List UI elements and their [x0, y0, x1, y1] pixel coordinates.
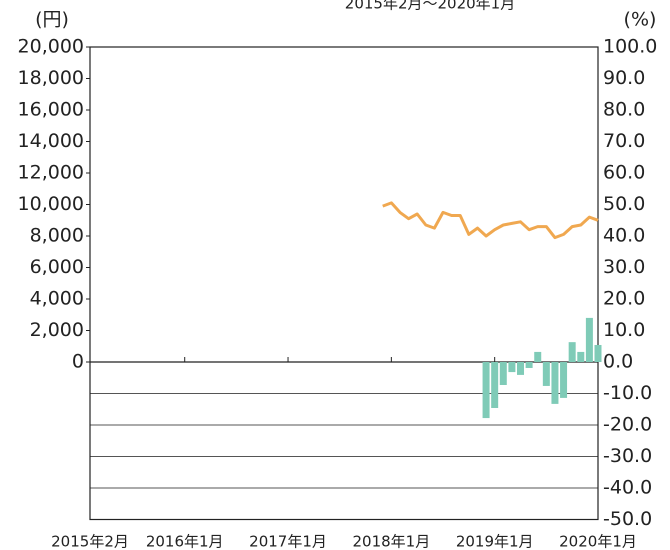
bar [525, 362, 533, 368]
y2-tick-label: 0.0 [603, 351, 633, 373]
y2-tick-label: 50.0 [603, 193, 645, 215]
y2-tick-label: -20.0 [603, 414, 652, 436]
x-tick-label: 2017年1月 [249, 533, 327, 550]
bar [491, 362, 499, 408]
y2-tick-label: 70.0 [603, 130, 645, 152]
y-tick-label: 4,000 [30, 288, 84, 310]
bar [542, 362, 550, 386]
y2-tick-label: 60.0 [603, 162, 645, 184]
bar [594, 344, 602, 362]
y-tick-label: 12,000 [18, 162, 84, 184]
y-tick-label: 8,000 [30, 225, 84, 247]
y-tick-label: 0 [72, 351, 84, 373]
y2-tick-label: -50.0 [603, 508, 652, 530]
bar [568, 342, 576, 362]
x-tick-label: 2018年1月 [352, 533, 430, 550]
subtitle: 2015年2月～2020年1月 [345, 0, 515, 13]
y-tick-label: 2,000 [30, 319, 84, 341]
y2-tick-label: 100.0 [603, 36, 657, 58]
bar [585, 317, 593, 362]
bar [551, 362, 559, 404]
y2-tick-label: 90.0 [603, 67, 645, 89]
plot-frame [89, 46, 599, 521]
y2-tick-label: -30.0 [603, 445, 652, 467]
line [382, 201, 599, 240]
y2-tick-label: -10.0 [603, 382, 652, 404]
y2-tick-label: 30.0 [603, 256, 645, 278]
y2-unit: (%) [624, 9, 657, 31]
x-tick-label: 2020年1月 [559, 533, 637, 550]
y-tick-label: 6,000 [30, 256, 84, 278]
x-tick-label: 2016年1月 [146, 533, 224, 550]
y-tick-label: 14,000 [18, 130, 84, 152]
x-tick-label: 2019年1月 [456, 533, 534, 550]
y2-tick-label: 10.0 [603, 319, 645, 341]
y2-tick-label: 20.0 [603, 288, 645, 310]
bar [508, 362, 516, 373]
bar [534, 351, 542, 362]
y-tick-label: 20,000 [18, 36, 84, 58]
bar [482, 362, 490, 419]
y-unit: (円) [35, 9, 69, 31]
x-tick-label: 2015年2月 [51, 533, 129, 550]
y2-tick-label: -40.0 [603, 477, 652, 499]
y-tick-label: 16,000 [18, 99, 84, 121]
y-tick-label: 10,000 [18, 193, 84, 215]
bar [560, 362, 568, 398]
bar [517, 362, 525, 375]
y2-tick-label: 40.0 [603, 225, 645, 247]
bar [499, 362, 507, 385]
y2-tick-label: 80.0 [603, 99, 645, 121]
bar [577, 351, 585, 362]
y-tick-label: 18,000 [18, 67, 84, 89]
